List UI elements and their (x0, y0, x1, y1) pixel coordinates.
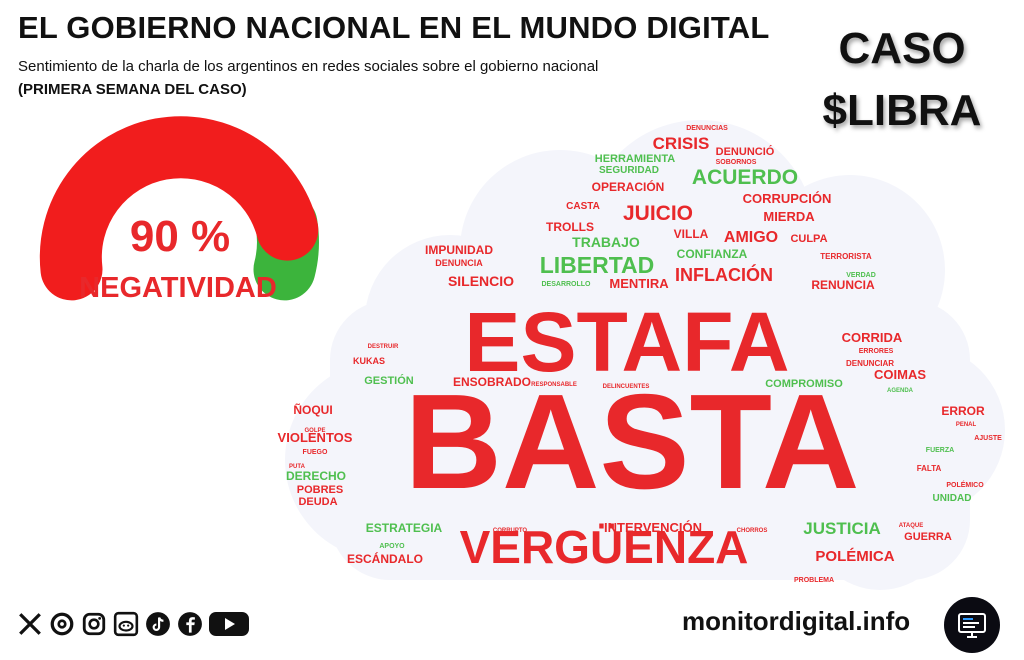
word-cloud-term: SOBORNOS (716, 159, 757, 166)
gauge-negative-arc (39, 116, 319, 301)
word-cloud-term: APOYO (379, 543, 405, 550)
word-cloud-term: ESTAFA (464, 295, 789, 389)
word-cloud-term: PUTA (289, 464, 306, 470)
word-cloud-term: DENUNCIAR (846, 359, 894, 368)
word-cloud-term: TERRORISTA (820, 252, 872, 261)
word-cloud-term: SILENCIO (448, 273, 514, 289)
gauge-label: NEGATIVIDAD (79, 272, 277, 304)
word-cloud-term: INFLACIÓN (675, 264, 773, 285)
word-cloud-term: ESCÁNDALO (347, 551, 423, 566)
page-title: EL GOBIERNO NACIONAL EN EL MUNDO DIGITAL (18, 10, 770, 45)
word-cloud-term: ENSOBRADO (453, 375, 531, 389)
sentiment-gauge (39, 116, 319, 301)
word-cloud-term: FALTA (917, 464, 942, 473)
word-cloud-term: SEGURIDAD (599, 165, 659, 176)
word-cloud-term: PROBLEMA (794, 577, 834, 584)
word-cloud-term: INTERVENCIÓN (604, 520, 702, 535)
word-cloud-term: MIERDA (763, 209, 815, 224)
word-cloud-term: TROLLS (546, 220, 594, 234)
word-cloud-term: CULPA (790, 233, 827, 245)
word-cloud-term: JUICIO (623, 202, 693, 225)
word-cloud-term: DEUDA (298, 496, 337, 508)
threads-icon[interactable] (48, 610, 76, 638)
cloud-shape (285, 120, 1005, 590)
word-cloud-term: DENUNCIAS (686, 125, 728, 132)
x-icon[interactable] (16, 610, 44, 638)
word-cloud-term: CORRUPTO (493, 528, 528, 534)
word-cloud-term: VIOLENTOS (278, 430, 353, 445)
word-cloud-term: COMPROMISO (765, 378, 843, 390)
word-cloud-term: UNIDAD (933, 493, 972, 504)
social-icons (16, 608, 250, 640)
word-cloud-term: ERROR (941, 404, 985, 418)
word-cloud-term: POLÉMICO (946, 480, 984, 489)
page-subtitle: Sentimiento de la charla de los argentin… (18, 58, 599, 75)
word-cloud-term: POLÉMICA (815, 548, 894, 565)
word-cloud-term: ERRORES (859, 348, 894, 355)
word-cloud-term: TRABAJO (572, 234, 640, 250)
word-cloud-term: PENAL (956, 422, 977, 428)
word-cloud-term: LIBERTAD (540, 252, 655, 278)
word-cloud-term: IMPUNIDAD (425, 243, 493, 257)
word-cloud-term: ACUERDO (692, 166, 798, 189)
period-label: (PRIMERA SEMANA DEL CASO) (18, 81, 247, 98)
word-cloud-term: ATAQUE (899, 523, 923, 529)
case-line-2: $LIBRA (822, 86, 982, 135)
monitor-icon (944, 597, 1000, 653)
word-cloud-term: DESTRUIR (368, 344, 399, 350)
word-cloud-term: VERDAD (846, 272, 876, 279)
word-cloud-term: AMIGO (724, 229, 778, 246)
word-cloud-term: DESARROLLO (542, 281, 592, 288)
word-cloud-term: VILLA (674, 227, 709, 241)
word-cloud-term: CORRIDA (842, 330, 903, 345)
word-cloud-term: ESTRATEGIA (366, 521, 443, 535)
reddit-icon[interactable] (112, 610, 140, 638)
word-cloud-term: COIMAS (874, 367, 926, 382)
word-cloud-term: CONFIANZA (677, 247, 748, 261)
word-cloud-term: FUEGO (303, 449, 328, 456)
facebook-icon[interactable] (176, 610, 204, 638)
word-cloud-term: MENTIRA (609, 276, 669, 291)
word-cloud-term: OPERACIÓN (592, 179, 665, 194)
word-cloud-term: VERGÜENZA (460, 521, 749, 573)
site-url[interactable]: monitordigital.info (682, 606, 911, 636)
case-title: CASO $LIBRA (802, 18, 1002, 142)
word-cloud-term: GOLPE (304, 428, 325, 434)
word-cloud-term: ÑOQUI (293, 402, 332, 417)
word-cloud-term: DENUNCIA (435, 258, 483, 268)
word-cloud-term: GESTIÓN (364, 374, 414, 387)
word-cloud-term: JUSTICIA (803, 519, 880, 538)
word-cloud-term: CORRUPCIÓN (743, 191, 832, 206)
youtube-icon[interactable] (208, 610, 250, 638)
word-cloud-term: POBRES (297, 484, 343, 496)
instagram-icon[interactable] (80, 610, 108, 638)
word-cloud-term: DENUNCIÓ (716, 145, 775, 158)
word-cloud-term: RESPONSABLE (531, 382, 577, 388)
word-cloud-term: FUERZA (926, 447, 954, 454)
case-line-1: CASO (838, 24, 966, 73)
word-cloud-term: GUERRA (904, 531, 952, 543)
word-cloud-term: RENUNCIA (811, 278, 875, 292)
word-cloud-term: CASTA (566, 201, 600, 212)
word-cloud-term: BASTA (405, 366, 860, 517)
word-cloud-term: DELINCUENTES (603, 384, 650, 390)
gauge-value: 90 % (129, 212, 231, 261)
tiktok-icon[interactable] (144, 610, 172, 638)
word-cloud-term: AGENDA (887, 388, 914, 394)
word-cloud-term: AJUSTE (974, 435, 1002, 442)
word-cloud-term: DERECHO (286, 469, 346, 483)
word-cloud-term: HERRAMIENTA (595, 153, 676, 165)
word-cloud-term: CRISIS (653, 134, 710, 153)
word-cloud-term: KUKAS (353, 356, 385, 366)
word-cloud-term: CHORROS (737, 528, 768, 534)
